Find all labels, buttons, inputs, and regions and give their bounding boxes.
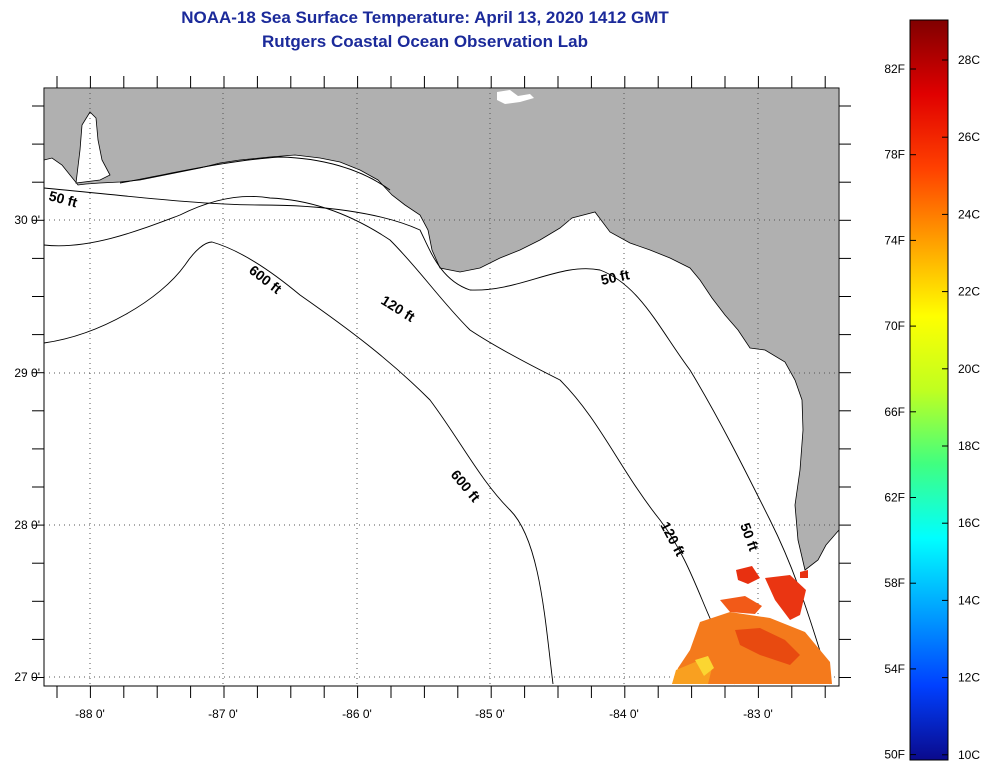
contour-label-50ft-west: 50 ft [47,187,79,210]
lat-tick-label: 29 0' [14,366,40,380]
contour-label-50ft-east: 50 ft [599,266,631,288]
lat-tick-label: 28 0' [14,518,40,532]
map-title-line2: Rutgers Coastal Ocean Observation Lab [262,32,588,51]
lon-tick-label: -85 0' [475,707,505,721]
latitude-labels: 30 0' 29 0' 28 0' 27 0' [14,213,40,684]
axis-ticks [32,76,851,698]
inland-lake [497,90,534,104]
lon-tick-label: -87 0' [208,707,238,721]
lat-tick-label: 27 0' [14,670,40,684]
bay-inlet [75,111,111,184]
barrier-islands [119,156,391,191]
map-title-line1: NOAA-18 Sea Surface Temperature: April 1… [181,8,669,27]
longitude-labels: -88 0' -87 0' -86 0' -85 0' -84 0' -83 0… [75,707,773,721]
lon-tick-label: -84 0' [609,707,639,721]
lat-tick-label: 30 0' [14,213,40,227]
lon-tick-label: -83 0' [743,707,773,721]
lon-tick-label: -88 0' [75,707,105,721]
depth-contours [43,187,831,685]
sst-data-patch [672,566,832,684]
land-mass [43,87,840,571]
lon-tick-label: -86 0' [342,707,372,721]
